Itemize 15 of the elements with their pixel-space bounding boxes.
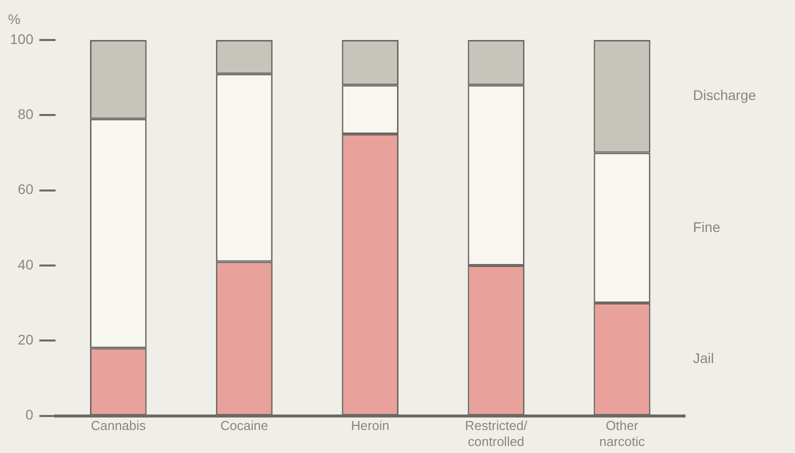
y-tick-label: 0	[26, 406, 34, 423]
y-tick-label: 40	[18, 256, 34, 272]
x-tick-label: Cocaine	[220, 418, 268, 434]
text: Discharge	[693, 87, 756, 104]
text: Fine	[693, 218, 720, 235]
y-tick-label: 100	[10, 30, 34, 47]
x-tick-label: Cannabis	[90, 418, 146, 434]
x-tick-label: Restricted/ controlled	[465, 418, 528, 449]
y-tick-label: 20	[18, 332, 34, 348]
y-axis-title: %	[8, 10, 20, 27]
y-tick-label: 60	[18, 181, 34, 198]
x-tick-label: Heroin	[351, 418, 390, 434]
text: Jail	[693, 350, 714, 366]
y-tick-label: 80	[18, 106, 34, 122]
x-tick-label: Other narcotic	[599, 418, 646, 449]
